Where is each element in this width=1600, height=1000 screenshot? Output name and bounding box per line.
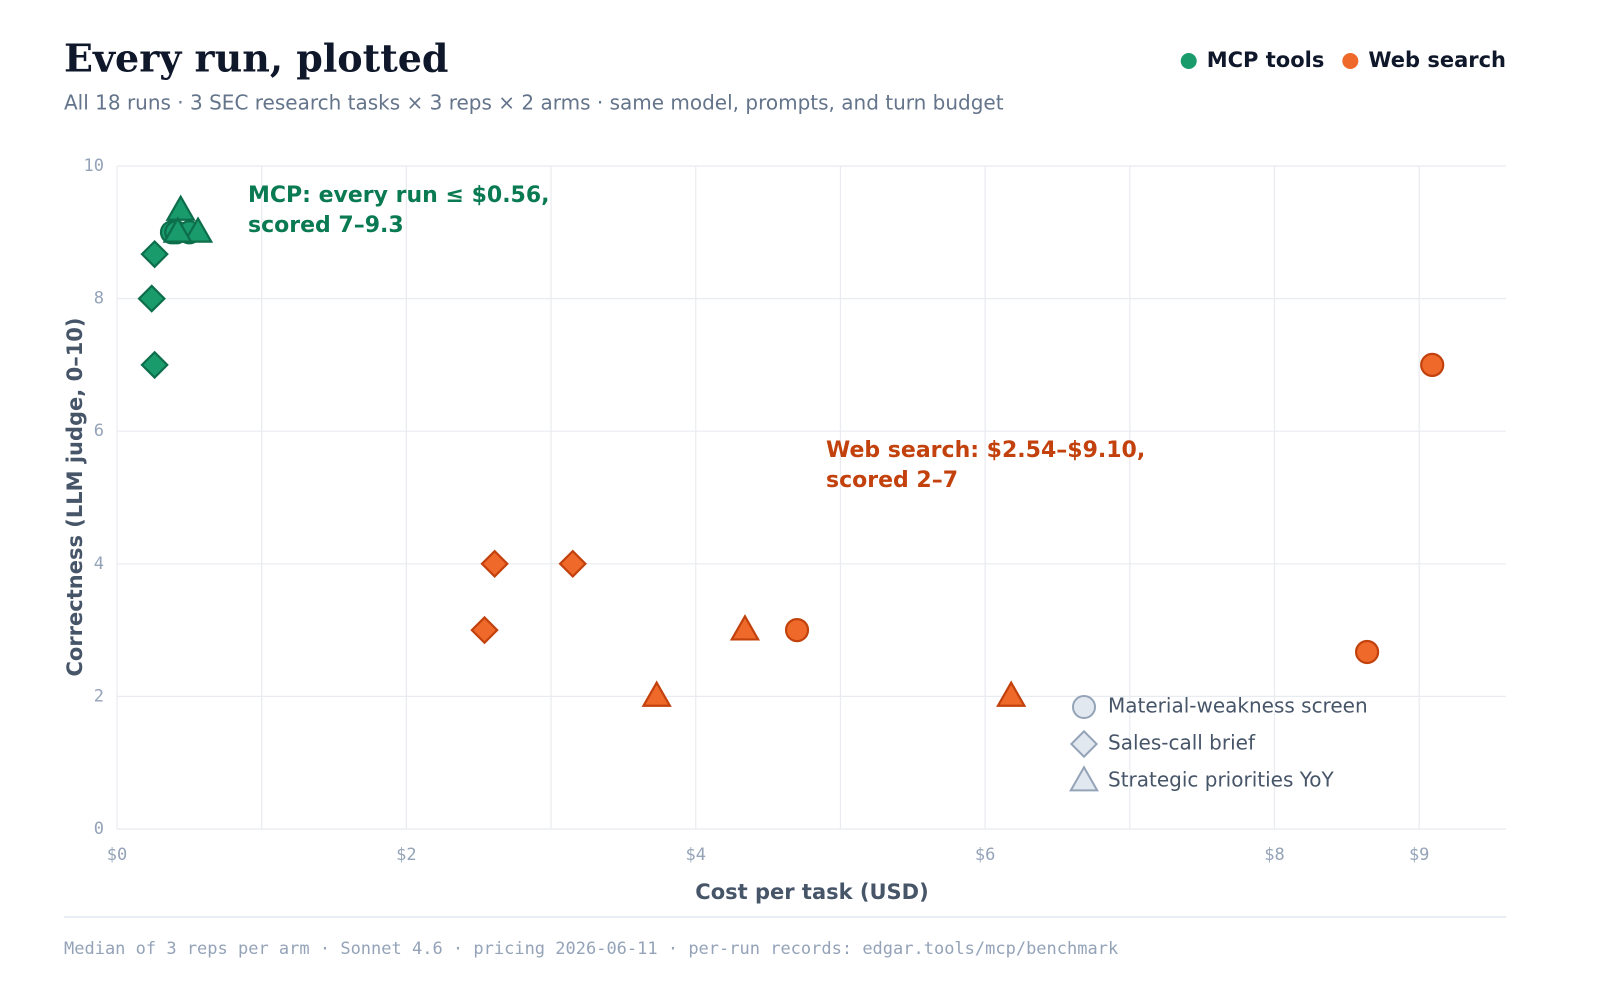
x-tick-label: $6 [975, 845, 995, 865]
chart-subtitle: All 18 runs · 3 SEC research tasks × 3 r… [64, 91, 1004, 115]
legend-label: Strategic priorities YoY [1108, 768, 1335, 792]
y-tick-label: 6 [94, 421, 104, 441]
legend-label: Sales-call brief [1108, 731, 1256, 755]
point [470, 615, 499, 645]
x-tick-label: $2 [396, 845, 416, 865]
x-tick-label: $0 [107, 845, 127, 865]
point [641, 680, 672, 707]
y-tick-label: 0 [94, 819, 104, 839]
annotation: MCP: every run ≤ $0.56, [248, 183, 550, 208]
legend-label: MCP tools [1207, 48, 1325, 72]
point [1420, 352, 1445, 377]
footer: Median of 3 reps per arm · Sonnet 4.6 · … [64, 939, 1118, 959]
point [162, 216, 193, 243]
y-tick-label: 2 [94, 686, 104, 706]
chart-title: Every run, plotted [64, 36, 449, 81]
point [996, 680, 1027, 707]
legend-swatch [1180, 53, 1197, 69]
y-tick-label: 8 [94, 289, 104, 309]
legend-marker [1069, 729, 1099, 759]
legend-swatch [1342, 53, 1359, 69]
annotation: scored 2–7 [826, 468, 958, 493]
x-axis-label: Cost per task (USD) [695, 880, 928, 904]
grid [116, 165, 1506, 830]
point [182, 216, 214, 243]
legend-marker [1069, 765, 1099, 792]
point [165, 194, 196, 221]
y-axis-label: Correctness (LLM judge, 0–10) [63, 317, 87, 676]
legend-marker [1072, 695, 1096, 719]
point [1354, 639, 1380, 665]
point [140, 239, 169, 269]
legend-label: Web search [1368, 48, 1506, 72]
y-tick-label: 10 [84, 156, 104, 176]
point [558, 549, 587, 579]
point [729, 614, 761, 641]
point [784, 617, 810, 643]
y-tick-label: 4 [94, 554, 104, 574]
x-tick-label: $9 [1409, 845, 1429, 865]
point [137, 284, 166, 313]
point [480, 549, 509, 579]
point [140, 350, 169, 380]
x-tick-label: $4 [686, 845, 706, 865]
annotation: scored 7–9.3 [248, 213, 404, 238]
annotation: Web search: $2.54–$9.10, [826, 438, 1145, 463]
legend-label: Material-weakness screen [1108, 694, 1368, 718]
x-tick-label: $8 [1264, 845, 1284, 865]
